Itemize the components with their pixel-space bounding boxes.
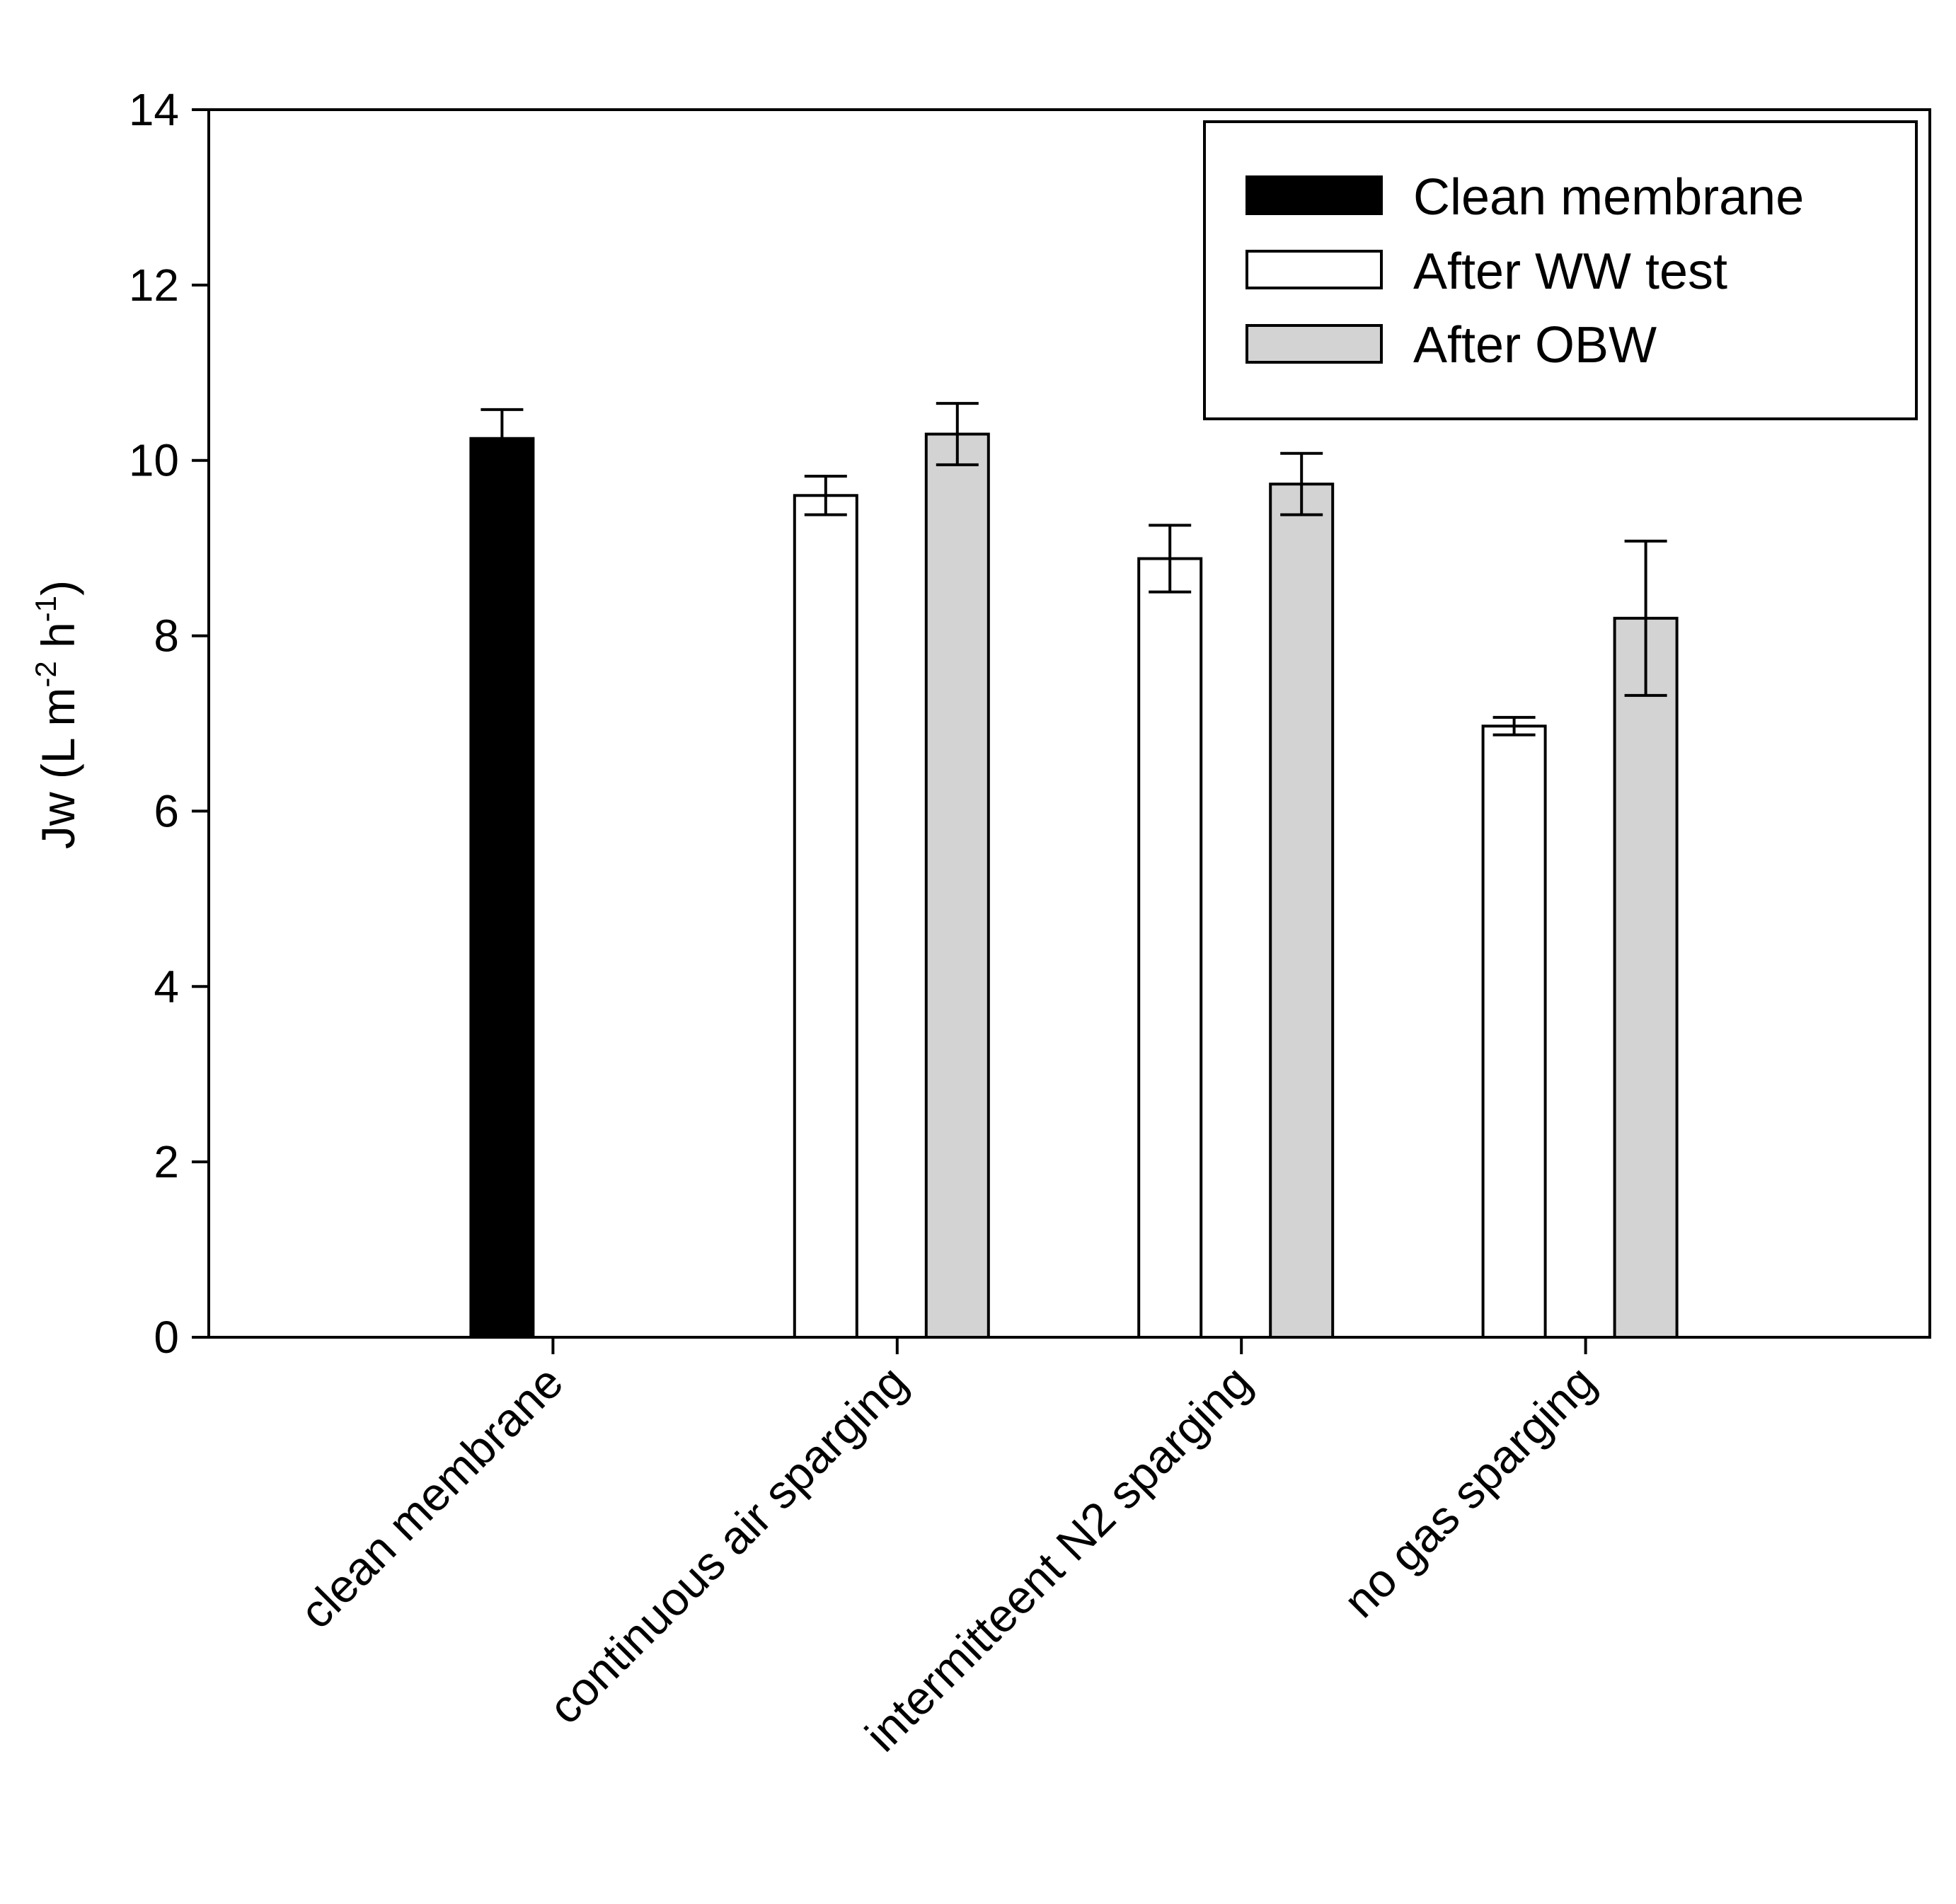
bar-2-1 (924, 432, 990, 1339)
legend-item-after-obw: After OBW (1245, 317, 1657, 374)
bar-1-2 (1137, 557, 1203, 1339)
y-tick-label-5: 10 (129, 435, 179, 486)
legend-swatch-after-ww-test (1245, 250, 1383, 289)
legend-item-after-ww-test: After WW test (1245, 243, 1727, 300)
bar-2-2 (1269, 483, 1335, 1339)
legend-swatch-clean-membrane (1245, 175, 1383, 215)
y-tick-label-1: 2 (154, 1136, 179, 1187)
bar-1-1 (793, 494, 858, 1339)
legend: Clean membrane After WW test After OBW (1203, 120, 1918, 420)
legend-label-after-obw: After OBW (1413, 317, 1657, 374)
bar-0-0 (469, 437, 535, 1339)
legend-item-clean-membrane: Clean membrane (1245, 169, 1804, 226)
bar-1-3 (1481, 725, 1547, 1339)
y-tick-label-7: 14 (129, 84, 179, 135)
y-axis: 0 2 4 6 8 10 12 14 (129, 84, 209, 1363)
y-tick-label-4: 8 (154, 611, 179, 662)
y-tick-label-3: 6 (154, 785, 179, 836)
y-tick-label-0: 0 (154, 1312, 179, 1363)
y-axis-label: Jw (L m-2 h-1) (29, 580, 84, 849)
legend-label-after-ww-test: After WW test (1413, 243, 1727, 300)
y-tick-label-2: 4 (154, 961, 179, 1012)
bar-2-3 (1613, 616, 1679, 1339)
legend-label-clean-membrane: Clean membrane (1413, 169, 1804, 226)
y-tick-label-6: 12 (129, 260, 179, 311)
plot-frame (207, 108, 1931, 1339)
legend-swatch-after-obw (1245, 324, 1383, 364)
